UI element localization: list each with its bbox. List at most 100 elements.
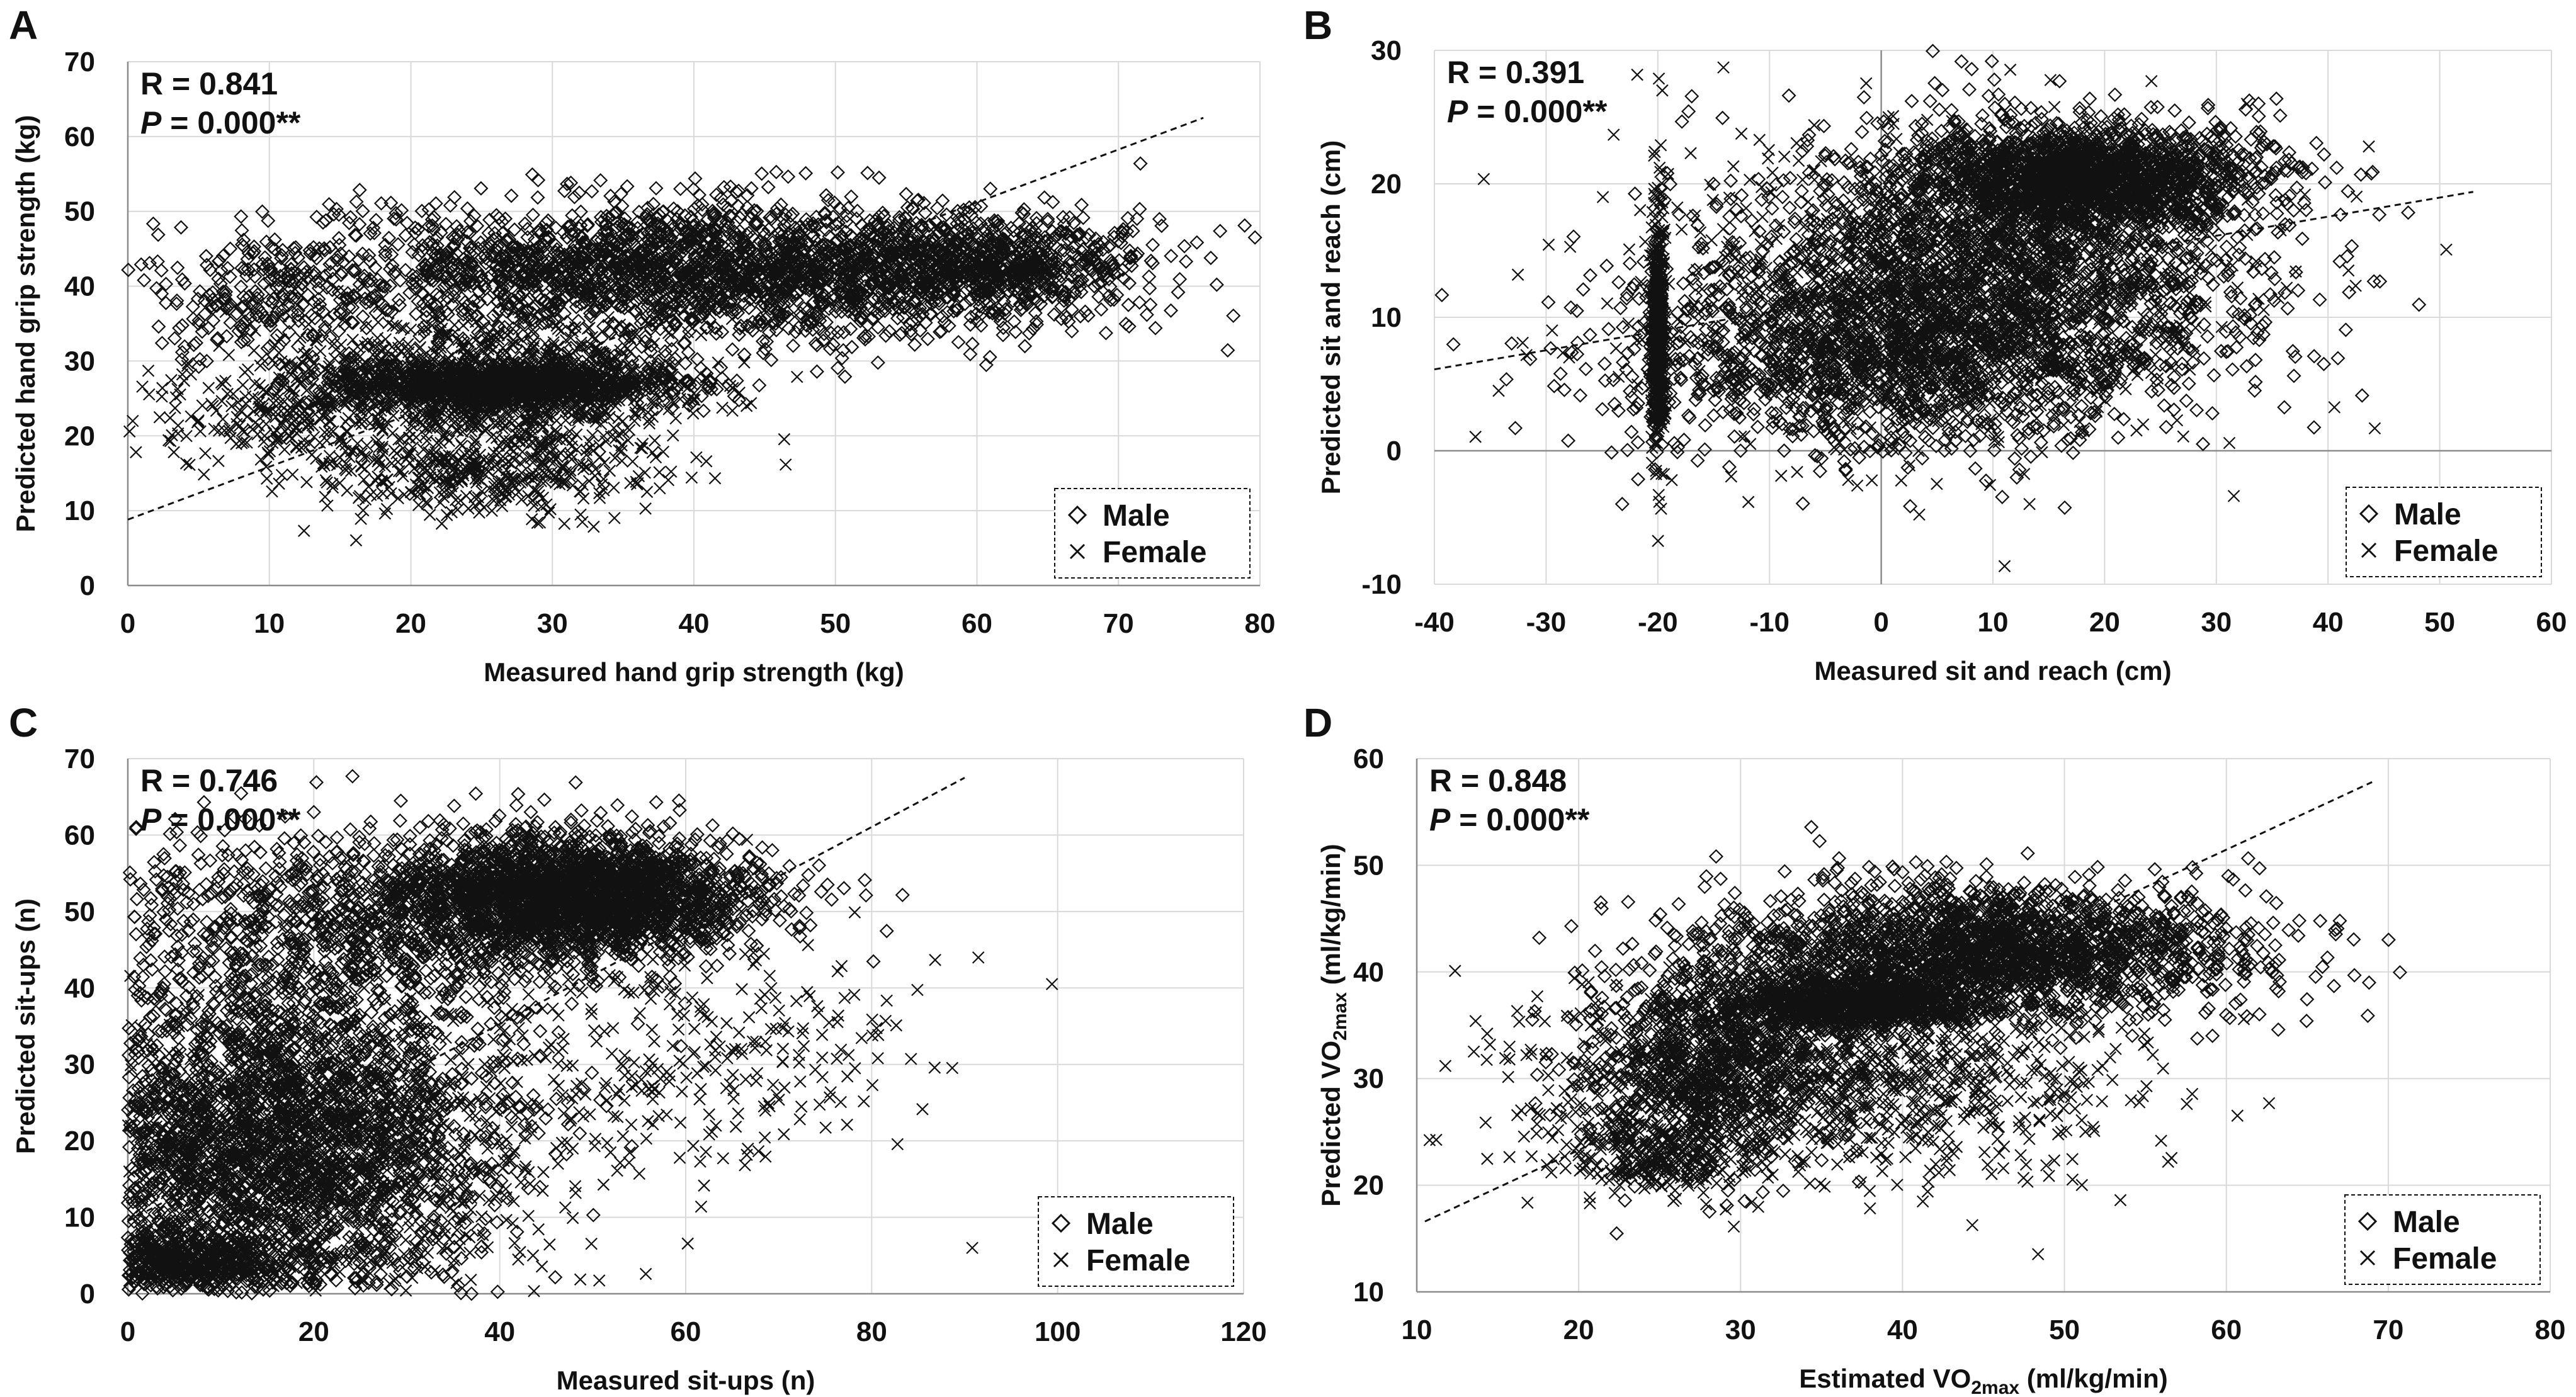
y-tick-label: 30 xyxy=(64,346,95,376)
legend-label: Female xyxy=(2393,1242,2497,1275)
y-tick-label: 0 xyxy=(80,1279,95,1309)
legend-diamond-icon xyxy=(2359,504,2379,524)
y-tick-label: 60 xyxy=(64,122,95,152)
y-axis-title-main: Predicted VO xyxy=(1316,1041,1346,1207)
x-tick-label: 60 xyxy=(2211,1315,2242,1345)
legend-diamond-icon xyxy=(2358,1211,2378,1231)
y-tick-label: 10 xyxy=(1371,302,1402,333)
x-tick-label: 70 xyxy=(1103,608,1134,639)
fit-line xyxy=(1424,781,2373,1223)
legend-x-icon xyxy=(2359,1250,2376,1266)
legend-diamond-icon xyxy=(1067,505,1087,525)
y-tick-label: 30 xyxy=(64,1049,95,1080)
y-tick-label: 30 xyxy=(1353,1063,1384,1094)
scatter-points xyxy=(121,156,1262,547)
series-female xyxy=(1423,924,2276,1260)
y-tick-label: 50 xyxy=(64,896,95,927)
x-tick-label: 50 xyxy=(2424,607,2455,638)
y-tick-label: 50 xyxy=(64,196,95,227)
x-tick-label: 30 xyxy=(2201,607,2232,638)
panel-letter: D xyxy=(1303,700,1332,745)
scatter-points xyxy=(120,769,1058,1301)
legend-label: Male xyxy=(1103,499,1170,533)
x-tick-label: 60 xyxy=(2536,607,2567,638)
x-tick-label: 60 xyxy=(671,1316,701,1347)
legend-diamond-icon xyxy=(1051,1213,1071,1233)
y-tick-label: 30 xyxy=(1371,35,1402,66)
panel-letter: A xyxy=(9,3,38,48)
p-label: P xyxy=(140,802,162,837)
p-value: P = 0.000** xyxy=(1447,94,1608,129)
legend-x-icon xyxy=(1053,1252,1069,1268)
y-tick-label: 0 xyxy=(1387,436,1402,467)
x-tick-label: 50 xyxy=(2049,1315,2080,1345)
p-label: P xyxy=(1429,802,1451,837)
x-tick-label: 10 xyxy=(1402,1315,1433,1345)
x-tick-label: 0 xyxy=(1873,607,1888,638)
y-tick-label: 60 xyxy=(1353,744,1384,774)
legend-label: Male xyxy=(1086,1208,1154,1241)
x-tick-label: 40 xyxy=(2313,607,2344,638)
y-tick-label: 10 xyxy=(64,1202,95,1233)
r-value: R = 0.391 xyxy=(1447,55,1584,90)
x-axis-title-suffix: (ml/kg/min) xyxy=(2019,1364,2168,1393)
y-tick-label: 50 xyxy=(1353,850,1384,881)
y-tick-label: 40 xyxy=(64,271,95,302)
legend-box xyxy=(2346,487,2542,577)
x-axis-title: Estimated VO2max (ml/kg/min) xyxy=(1799,1364,2168,1397)
x-tick-label: 40 xyxy=(484,1316,515,1347)
y-tick-label: 20 xyxy=(64,421,95,451)
y-tick-label: 10 xyxy=(64,495,95,526)
legend-label: Male xyxy=(2393,1206,2460,1239)
x-tick-label: 70 xyxy=(2373,1315,2403,1345)
y-axis-title: Predicted VO2max (ml/kg/min) xyxy=(1316,844,1351,1206)
y-axis-title: Predicted sit-ups (n) xyxy=(11,898,40,1154)
fit-line xyxy=(127,116,1204,521)
x-tick-label: 20 xyxy=(2089,607,2120,638)
y-axis-title-main: Predicted hand grip strength (kg) xyxy=(11,115,40,533)
p-number: = 0.000** xyxy=(1468,94,1608,129)
y-tick-label: 40 xyxy=(1353,957,1384,988)
x-tick-label: 10 xyxy=(1978,607,2009,638)
r-value: R = 0.746 xyxy=(140,763,278,798)
scatter-points xyxy=(1423,820,2407,1260)
x-axis-title-sub: 2max xyxy=(1971,1377,2019,1397)
x-axis-title: Measured sit-ups (n) xyxy=(557,1366,815,1395)
x-axis-title-main: Measured sit-ups (n) xyxy=(557,1366,815,1395)
x-tick-label: 80 xyxy=(856,1316,887,1347)
series-female xyxy=(123,278,803,547)
x-tick-label: 40 xyxy=(1887,1315,1918,1345)
x-axis-title-main: Estimated VO xyxy=(1799,1364,1971,1393)
scatter-points xyxy=(1434,43,2453,573)
x-tick-label: 10 xyxy=(254,608,285,639)
y-tick-label: 20 xyxy=(1353,1170,1384,1201)
panel-c: C 0 20 40 60 80 100 120 0 10 20 30 40 50 60 70 R = 0.746… xyxy=(9,700,1267,1395)
p-number: = 0.000** xyxy=(161,105,301,140)
y-tick-label: -10 xyxy=(1361,569,1402,600)
p-value: P = 0.000** xyxy=(1429,802,1590,837)
p-label: P xyxy=(140,105,162,140)
x-tick-label: 120 xyxy=(1220,1316,1266,1347)
y-axis-title: Predicted hand grip strength (kg) xyxy=(11,115,40,533)
panel-letter: B xyxy=(1303,3,1332,48)
y-axis-title-main: Predicted sit and reach (cm) xyxy=(1316,140,1346,495)
x-tick-label: 20 xyxy=(1563,1315,1594,1345)
y-axis-title-sub: 2max xyxy=(1330,992,1351,1041)
x-tick-label: -40 xyxy=(1414,607,1455,638)
legend-x-icon xyxy=(1069,543,1086,560)
x-tick-label: -10 xyxy=(1749,607,1790,638)
x-tick-label: 100 xyxy=(1035,1316,1081,1347)
x-tick-label: 20 xyxy=(395,608,426,639)
y-tick-label: 0 xyxy=(80,570,95,601)
panel-letter: C xyxy=(9,700,38,745)
x-axis-title-main: Measured hand grip strength (kg) xyxy=(484,657,904,687)
x-axis-title: Measured hand grip strength (kg) xyxy=(484,657,904,687)
x-tick-label: 40 xyxy=(679,608,710,639)
y-tick-label: 20 xyxy=(1371,169,1402,200)
y-axis-title-main: Predicted sit-ups (n) xyxy=(11,898,40,1154)
y-tick-label: 10 xyxy=(1353,1277,1384,1308)
